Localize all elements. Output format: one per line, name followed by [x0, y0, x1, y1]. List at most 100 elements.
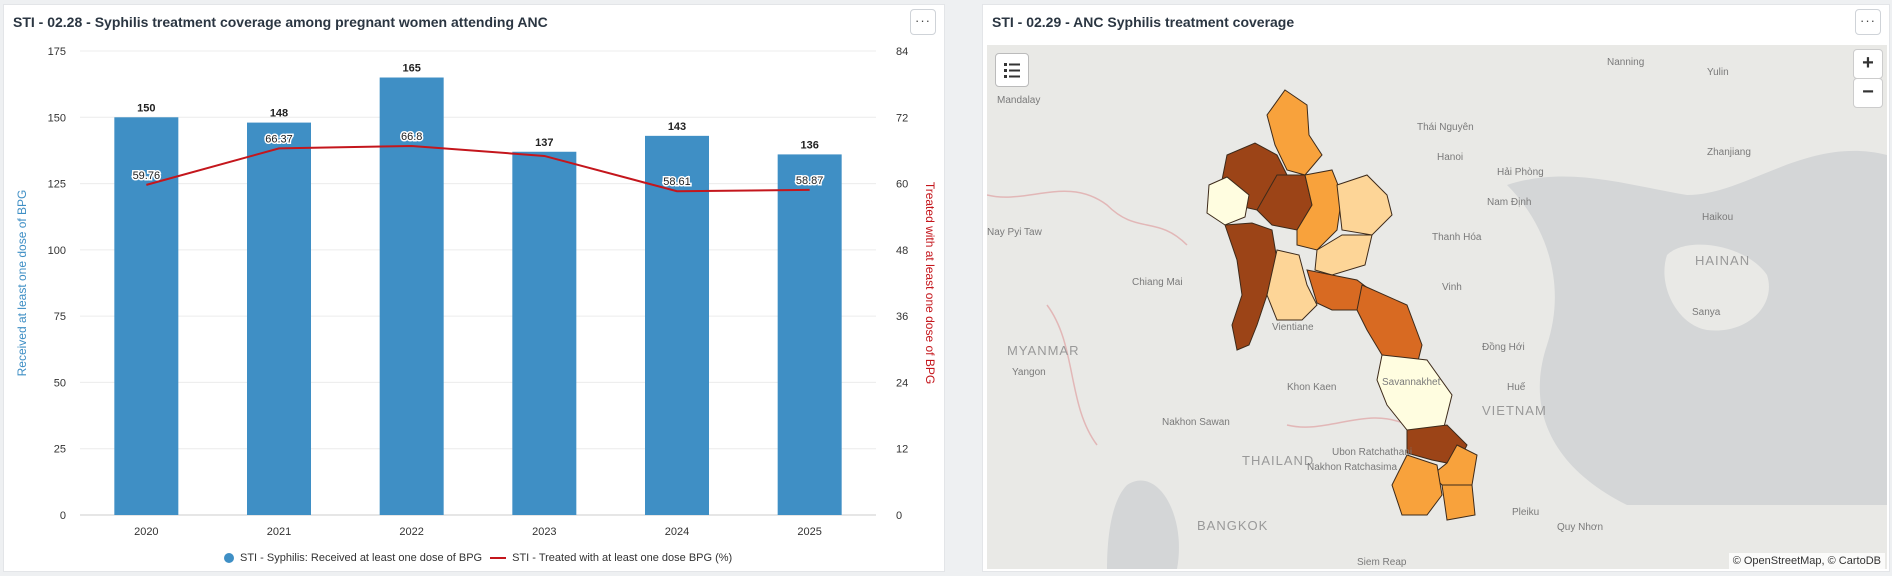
y-tick-label: 100 [48, 245, 66, 257]
province-attapeu[interactable] [1441, 484, 1476, 521]
place-label: Nakhon Sawan [1162, 417, 1230, 428]
place-label: Hanoi [1437, 152, 1463, 163]
map-attribution: © OpenStreetMap, © CartoDB [1728, 553, 1885, 569]
province-houaphanh[interactable] [1336, 174, 1393, 236]
map-panel-title: STI - 02.29 - ANC Syphilis treatment cov… [992, 14, 1295, 30]
layers-toggle-button[interactable] [995, 53, 1029, 87]
place-label: Quy Nhơn [1557, 522, 1603, 533]
y-right-tick-label: 60 [896, 179, 908, 191]
place-label: Siem Reap [1357, 557, 1407, 568]
place-label: Khon Kaen [1287, 382, 1337, 393]
place-label: Yulin [1707, 67, 1729, 78]
y-tick-label: 25 [54, 444, 66, 456]
bar [114, 117, 179, 516]
y-right-tick-label: 84 [896, 46, 908, 58]
list-icon [1004, 63, 1020, 78]
place-label: MYANMAR [1007, 343, 1079, 358]
bar [247, 122, 311, 516]
y-tick-label: 0 [60, 510, 66, 522]
bar-value-label: 136 [800, 139, 818, 151]
place-label: Yangon [1012, 367, 1046, 378]
hainan-island [1664, 244, 1769, 331]
legend-dot-icon [224, 553, 234, 563]
place-label: Vientiane [1272, 322, 1314, 333]
y-right-tick-label: 72 [896, 112, 908, 124]
bar-value-label: 150 [137, 102, 155, 114]
country-borders [987, 190, 1408, 446]
province-vientiane[interactable] [1266, 249, 1318, 321]
zoom-in-button[interactable]: + [1853, 49, 1883, 79]
y-tick-label: 175 [48, 46, 66, 58]
place-label: Ubon Ratchathani [1332, 447, 1412, 458]
place-label: Vinh [1442, 282, 1462, 293]
place-label: BANGKOK [1197, 518, 1268, 533]
laos-provinces [1206, 89, 1478, 521]
place-label: Chiang Mai [1132, 277, 1183, 288]
place-label: Nay Pyi Taw [987, 227, 1043, 238]
zoom-out-button[interactable]: − [1853, 78, 1883, 108]
line-value-label: 58.61 [663, 176, 691, 188]
map-canvas[interactable]: Mandalay Nanning Yulin Thái Nguyên Hanoi… [987, 45, 1887, 569]
bar-value-label: 148 [270, 108, 288, 120]
province-khammouane[interactable] [1356, 284, 1423, 366]
chart-panel-menu-button[interactable]: ··· [910, 9, 936, 35]
combo-chart: 0 25 50 75 100 125 150 175 0 12 24 36 48 60 72 84 Receiv… [15, 46, 937, 538]
province-xiangkhouang[interactable] [1314, 234, 1373, 276]
chart-panel-title: STI - 02.28 - Syphilis treatment coverag… [13, 14, 548, 30]
y-tick-label: 50 [54, 377, 66, 389]
legend-item-bars[interactable]: STI - Syphilis: Received at least one do… [224, 552, 482, 564]
place-label: Đồng Hới [1482, 341, 1525, 353]
map-panel: STI - 02.29 - ANC Syphilis treatment cov… [982, 4, 1890, 572]
x-tick-label: 2024 [665, 526, 689, 538]
line-value-label: 59.76 [133, 170, 161, 182]
place-label: Mandalay [997, 95, 1040, 106]
place-label: Huế [1507, 381, 1526, 393]
sea-area [1507, 150, 1887, 505]
y-right-tick-label: 36 [896, 311, 908, 323]
x-tick-label: 2020 [134, 526, 158, 538]
bar [512, 151, 577, 516]
y-right-tick-label: 24 [896, 377, 908, 389]
legend-line-icon [490, 557, 507, 559]
y-right-tick-label: 48 [896, 245, 908, 257]
chart-legend: STI - Syphilis: Received at least one do… [224, 552, 732, 564]
bar [379, 77, 444, 515]
place-label: Thanh Hóa [1432, 232, 1482, 243]
line-value-label: 66.8 [401, 131, 422, 143]
legend-item-line[interactable]: STI - Treated with at least one dose BPG… [490, 552, 732, 564]
y-tick-label: 150 [48, 112, 66, 124]
y-right-tick-label: 12 [896, 444, 908, 456]
bar-value-label: 165 [402, 63, 420, 75]
line-value-label: 66.37 [265, 133, 293, 145]
place-label: Haikou [1702, 212, 1733, 223]
bar-value-label: 137 [535, 137, 553, 149]
line-series [146, 145, 810, 193]
place-label: VIETNAM [1482, 403, 1547, 418]
x-tick-label: 2025 [797, 526, 821, 538]
place-label: Zhanjiang [1707, 147, 1751, 158]
place-label: Thái Nguyên [1417, 122, 1474, 133]
place-label: Sanya [1692, 307, 1721, 318]
place-label: Nakhon Ratchasima [1307, 462, 1397, 473]
y-axis-title: Received at least one dose of BPG [15, 190, 29, 377]
y-right-axis-title: Treated with at least one dose of BPG [923, 182, 937, 384]
legend-label-line: STI - Treated with at least one dose BPG… [512, 552, 733, 564]
x-tick-label: 2021 [267, 526, 291, 538]
place-label: Savannakhet [1382, 377, 1441, 388]
line-value-label: 58.87 [796, 175, 824, 187]
province-sayaboury[interactable] [1224, 222, 1278, 351]
place-label: Nanning [1607, 57, 1644, 68]
bar-value-label: 143 [668, 121, 686, 133]
gulf-area [1107, 480, 1179, 569]
chart-panel: STI - 02.28 - Syphilis treatment coverag… [3, 4, 945, 572]
province-bokeo[interactable] [1206, 176, 1250, 226]
x-tick-label: 2023 [532, 526, 556, 538]
province-savannakhet[interactable] [1376, 354, 1453, 436]
y-right-tick-label: 0 [896, 510, 902, 522]
map[interactable]: Mandalay Nanning Yulin Thái Nguyên Hanoi… [987, 45, 1887, 569]
place-label: Hải Phòng [1497, 167, 1544, 178]
province-champasak[interactable] [1391, 454, 1443, 516]
map-panel-menu-button[interactable]: ··· [1855, 9, 1881, 35]
x-tick-label: 2022 [399, 526, 423, 538]
place-labels: Mandalay Nanning Yulin Thái Nguyên Hanoi… [987, 57, 1751, 568]
